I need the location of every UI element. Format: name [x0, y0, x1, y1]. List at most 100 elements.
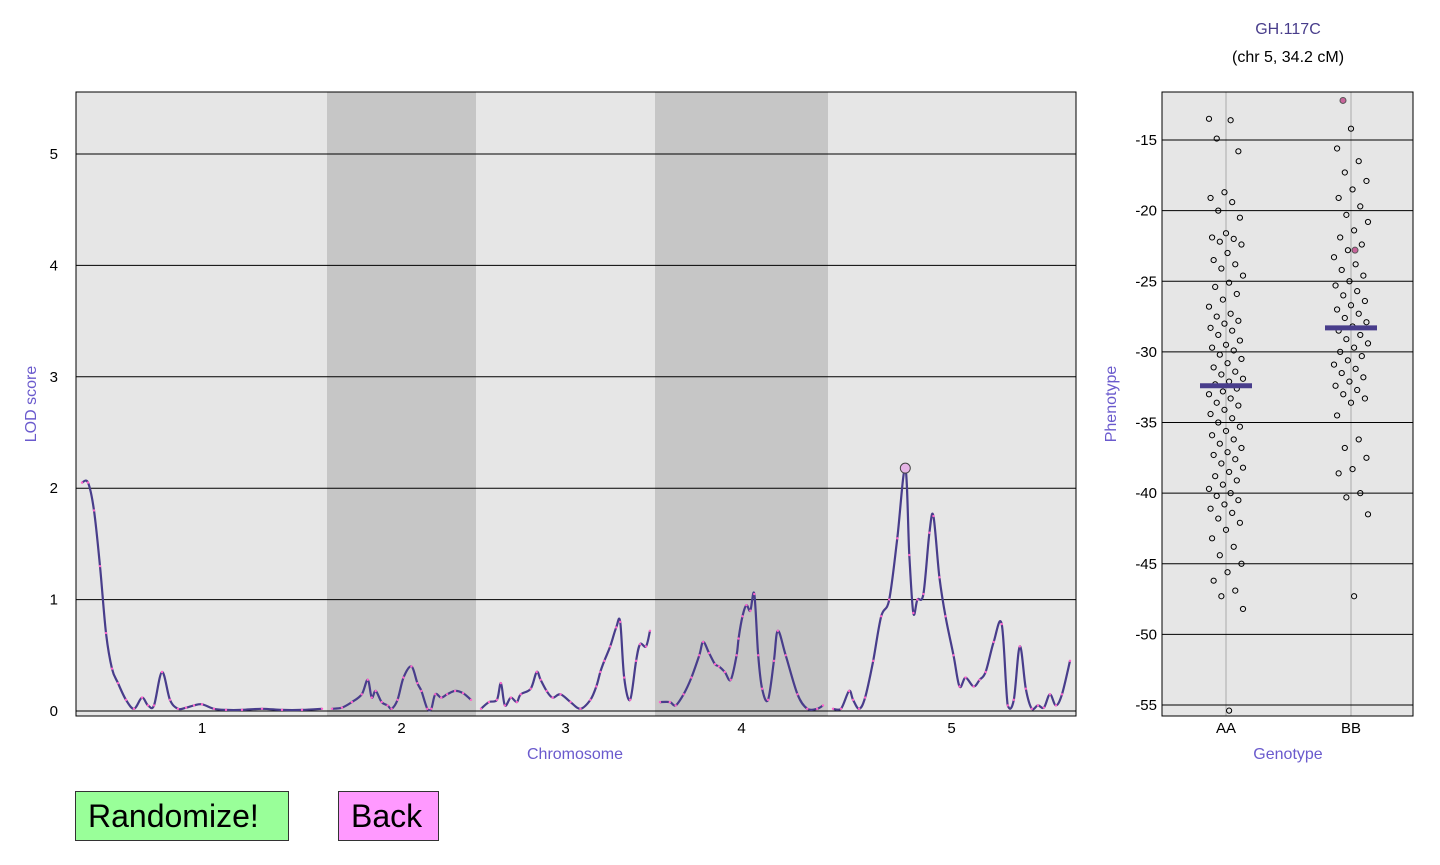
marker-point — [831, 707, 835, 710]
data-point — [1333, 412, 1341, 419]
marker-point — [634, 659, 638, 663]
data-point — [1333, 306, 1341, 313]
selected-peak-marker — [899, 462, 911, 474]
data-point — [1225, 707, 1233, 714]
x-tick-label: AA — [1216, 720, 1236, 737]
marker-point — [440, 696, 443, 699]
marker-point — [796, 693, 799, 696]
data-point — [1215, 515, 1222, 522]
plot-background — [1162, 92, 1413, 716]
marker-point — [1012, 698, 1015, 702]
data-point — [1357, 490, 1364, 497]
marker-point — [896, 537, 899, 540]
marker-point — [735, 654, 738, 657]
data-point — [1239, 375, 1247, 382]
data-point — [1363, 177, 1370, 185]
marker-point — [958, 685, 961, 688]
data-point — [1218, 593, 1225, 600]
data-point — [1355, 310, 1362, 317]
y-tick-label: -55 — [1135, 697, 1157, 714]
data-point — [1238, 444, 1245, 452]
data-point — [1205, 391, 1213, 398]
marker-point — [320, 707, 324, 710]
data-point — [1350, 593, 1358, 600]
data-point — [1340, 391, 1347, 398]
data-point — [1344, 357, 1352, 364]
data-point — [1215, 419, 1222, 426]
data-point — [1358, 353, 1365, 360]
data-point — [1361, 395, 1369, 402]
marker-point — [1042, 706, 1046, 709]
panel-subtitle: (chr 5, 34.2 cM) — [1232, 49, 1344, 66]
marker-point — [857, 707, 861, 710]
data-point — [1235, 402, 1242, 409]
marker-point — [938, 576, 941, 579]
marker-point — [104, 631, 108, 635]
marker-point — [707, 651, 711, 655]
marker-point — [140, 696, 144, 699]
data-point — [1207, 505, 1214, 512]
data-point — [1213, 313, 1220, 320]
marker-point — [380, 700, 383, 704]
marker-point — [366, 678, 369, 682]
marker-point — [871, 659, 875, 663]
data-point — [1205, 485, 1213, 492]
marker-point — [1068, 659, 1072, 663]
data-point — [1343, 494, 1350, 501]
marker-point — [509, 696, 513, 699]
y-axis-title: LOD score — [23, 366, 40, 443]
data-point — [1235, 497, 1242, 504]
data-point — [1227, 490, 1234, 497]
marker-point — [519, 693, 522, 696]
data-point — [1222, 230, 1230, 237]
data-point — [1360, 374, 1367, 381]
marker-point — [224, 708, 228, 712]
data-point — [1364, 218, 1372, 226]
marker-point — [1018, 645, 1021, 648]
marker-point — [86, 481, 90, 484]
marker-point — [1024, 687, 1028, 690]
marker-point — [928, 531, 931, 534]
marker-point — [430, 707, 433, 710]
marker-point — [609, 645, 612, 648]
marker-point — [766, 698, 770, 702]
marker-point — [753, 592, 756, 596]
data-point — [1347, 302, 1355, 309]
data-point — [1219, 481, 1227, 488]
data-point — [1239, 464, 1247, 471]
data-point — [1219, 296, 1227, 303]
marker-point — [851, 698, 855, 702]
marker-point — [176, 707, 180, 710]
marker-point — [717, 665, 721, 668]
marker-point — [888, 598, 891, 601]
data-point — [1219, 388, 1227, 395]
marker-point — [579, 707, 582, 710]
data-point — [1230, 543, 1237, 550]
y-axis-title: Phenotype — [1103, 366, 1120, 443]
marker-point — [964, 676, 967, 679]
back-button[interactable]: Back — [338, 791, 439, 841]
data-point — [1344, 247, 1352, 254]
marker-point — [416, 681, 419, 685]
marker-point — [340, 706, 344, 709]
data-point — [1212, 283, 1219, 290]
data-point — [1207, 324, 1214, 331]
data-point — [1354, 288, 1361, 295]
data-point — [1232, 261, 1239, 268]
data-point — [1213, 399, 1220, 406]
randomize-button[interactable]: Randomize! — [75, 791, 289, 841]
data-point — [1357, 331, 1364, 339]
data-point — [1354, 386, 1361, 394]
lod-panel: 0 1 2 3 4 5 1 2 3 4 5 Chromosome LOD score — [23, 91, 1077, 763]
y-tick-label: 0 — [50, 703, 58, 720]
marker-point — [434, 693, 437, 696]
marker-point — [756, 654, 760, 657]
data-point — [1235, 317, 1242, 324]
marker-point — [668, 700, 672, 704]
marker-point — [80, 481, 84, 484]
data-point — [1332, 382, 1339, 389]
data-point — [1230, 436, 1237, 443]
data-point — [1350, 344, 1358, 351]
chromosome-band — [327, 92, 476, 716]
data-point — [1238, 355, 1245, 363]
